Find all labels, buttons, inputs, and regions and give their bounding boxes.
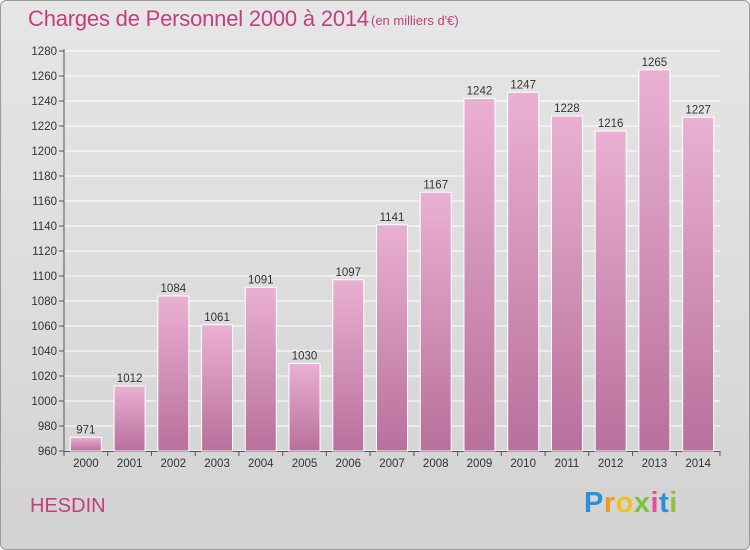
bar-2003	[201, 324, 234, 452]
x-tick-label: 2002	[161, 458, 187, 470]
x-tick-label: 2000	[73, 458, 99, 470]
bar-2011	[550, 115, 583, 452]
y-tick-label: 1020	[31, 371, 57, 383]
chart-title: Charges de Personnel 2000 à 2014	[28, 6, 369, 31]
data-label-2011: 1228	[554, 103, 580, 115]
bar-2007	[376, 224, 408, 452]
bar-2008	[419, 191, 452, 452]
y-tick-label: 1000	[31, 396, 57, 408]
bar-2006	[332, 279, 365, 452]
logo-letter: t	[659, 487, 670, 519]
bar-2004	[244, 286, 277, 452]
bar-2002	[157, 295, 190, 452]
data-label-2003: 1061	[204, 312, 230, 324]
y-tick-label: 1120	[32, 246, 57, 258]
data-label-2013: 1265	[642, 57, 668, 69]
y-tick-label: 960	[38, 446, 57, 458]
y-tick-label: 1200	[31, 146, 57, 158]
x-tick-label: 2006	[335, 458, 361, 470]
data-label-2004: 1091	[248, 274, 274, 286]
y-tick-label: 1040	[31, 346, 57, 358]
x-tick-label: 2014	[685, 458, 711, 470]
y-tick-label: 1140	[32, 221, 57, 233]
logo-letter: r	[603, 487, 616, 519]
logo-letter: o	[615, 487, 634, 519]
x-tick-label: 2003	[204, 458, 230, 470]
logo-letter: x	[633, 487, 651, 519]
x-tick-label: 2009	[467, 458, 493, 470]
data-label-2009: 1242	[467, 86, 493, 98]
y-tick-label: 1060	[31, 321, 57, 333]
unit-note: (en milliers d'€)	[371, 13, 459, 28]
x-tick-label: 2012	[598, 458, 624, 470]
y-tick-label: 1100	[32, 271, 57, 283]
x-tick-label: 2007	[379, 458, 405, 470]
x-tick-label: 2011	[555, 458, 580, 470]
data-label-2007: 1141	[380, 212, 405, 224]
data-label-2001: 1012	[117, 373, 143, 385]
bar-2005	[288, 363, 321, 452]
town-name: HESDIN	[30, 495, 106, 517]
data-label-2014: 1227	[685, 104, 711, 116]
bar-2000	[69, 436, 102, 452]
data-label-2005: 1030	[292, 351, 318, 363]
bar-2012	[594, 130, 627, 452]
data-label-2008: 1167	[423, 179, 448, 191]
bar-2009	[463, 98, 496, 452]
bars	[69, 69, 715, 452]
data-label-2012: 1216	[598, 118, 624, 130]
logo-letter: P	[584, 487, 604, 519]
data-labels: 971 1012 1084 1061 1091 1030 1097 1141 1167 1242 1…	[76, 57, 711, 437]
proxiti-logo[interactable]: Proxiti	[584, 487, 678, 520]
data-label-2010: 1247	[510, 79, 536, 91]
bar-2001	[113, 385, 146, 452]
logo-letter: i	[669, 487, 678, 519]
y-tick-label: 1080	[31, 296, 57, 308]
y-tick-label: 1280	[31, 46, 57, 58]
bar-2014	[682, 116, 715, 452]
x-tick-label: 2013	[642, 458, 668, 470]
x-tick-label: 2001	[117, 458, 143, 470]
bar-2010	[507, 91, 540, 452]
data-label-2002: 1084	[161, 283, 187, 295]
y-tick-label: 980	[38, 421, 57, 433]
x-tick-label: 2004	[248, 458, 274, 470]
y-tick-label: 1260	[31, 71, 57, 83]
x-tick-label: 2010	[510, 458, 536, 470]
y-tick-label: 1240	[31, 96, 57, 108]
y-tick-label: 1220	[31, 121, 57, 133]
y-tick-label: 1160	[32, 196, 57, 208]
bar-2013	[638, 69, 671, 452]
y-tick-label: 1180	[32, 171, 57, 183]
data-label-2000: 971	[76, 424, 95, 436]
data-label-2006: 1097	[335, 267, 361, 279]
x-tick-label: 2005	[292, 458, 318, 470]
x-tick-label: 2008	[423, 458, 449, 470]
logo-letter: i	[650, 487, 660, 519]
